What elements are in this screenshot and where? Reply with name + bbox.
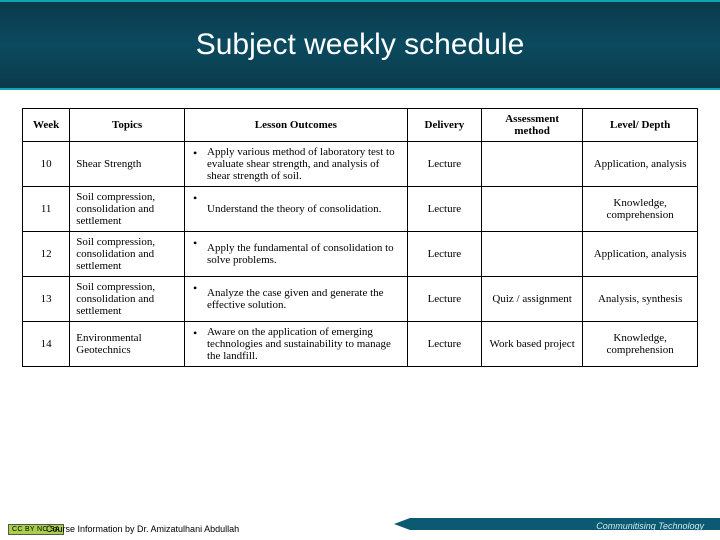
cell-topic: Shear Strength: [70, 142, 185, 187]
cell-outcome: Aware on the application of emerging tec…: [185, 322, 408, 367]
cell-outcome: Analyze the case given and generate the …: [185, 277, 408, 322]
col-outcomes: Lesson Outcomes: [185, 109, 408, 142]
cell-level: Knowledge, comprehension: [583, 187, 698, 232]
cell-assessment: Quiz / assignment: [482, 277, 583, 322]
table-row: 14 Environmental Geotechnics Aware on th…: [23, 322, 698, 367]
cell-level: Application, analysis: [583, 142, 698, 187]
col-level: Level/ Depth: [583, 109, 698, 142]
cell-topic: Soil compression, consolidation and sett…: [70, 232, 185, 277]
title-band: Subject weekly schedule: [0, 0, 720, 90]
cell-delivery: Lecture: [407, 322, 481, 367]
footer: Communitising Technology CC BY NC SA Cou…: [0, 506, 720, 540]
col-delivery: Delivery: [407, 109, 481, 142]
cell-level: Application, analysis: [583, 232, 698, 277]
cell-assessment: [482, 142, 583, 187]
cell-outcome: Apply various method of laboratory test …: [185, 142, 408, 187]
credit-text: Course Information by Dr. Amizatulhani A…: [46, 524, 239, 534]
cell-outcome: Understand the theory of consolidation.: [185, 187, 408, 232]
table-header-row: Week Topics Lesson Outcomes Delivery Ass…: [23, 109, 698, 142]
cell-delivery: Lecture: [407, 277, 481, 322]
cell-level: Knowledge, comprehension: [583, 322, 698, 367]
cell-level: Analysis, synthesis: [583, 277, 698, 322]
cell-delivery: Lecture: [407, 142, 481, 187]
table-row: 12 Soil compression, consolidation and s…: [23, 232, 698, 277]
cell-assessment: Work based project: [482, 322, 583, 367]
col-topics: Topics: [70, 109, 185, 142]
schedule-table-wrap: Week Topics Lesson Outcomes Delivery Ass…: [0, 90, 720, 367]
cell-week: 10: [23, 142, 70, 187]
cell-delivery: Lecture: [407, 187, 481, 232]
col-assessment: Assessment method: [482, 109, 583, 142]
cell-topic: Soil compression, consolidation and sett…: [70, 187, 185, 232]
footer-tagline: Communitising Technology: [596, 521, 704, 531]
cell-outcome: Apply the fundamental of consolidation t…: [185, 232, 408, 277]
cell-assessment: [482, 232, 583, 277]
table-row: 10 Shear Strength Apply various method o…: [23, 142, 698, 187]
cell-week: 13: [23, 277, 70, 322]
table-row: 13 Soil compression, consolidation and s…: [23, 277, 698, 322]
cell-topic: Environmental Geotechnics: [70, 322, 185, 367]
col-week: Week: [23, 109, 70, 142]
cell-week: 11: [23, 187, 70, 232]
schedule-table: Week Topics Lesson Outcomes Delivery Ass…: [22, 108, 698, 367]
cell-week: 12: [23, 232, 70, 277]
cell-assessment: [482, 187, 583, 232]
cell-topic: Soil compression, consolidation and sett…: [70, 277, 185, 322]
cell-week: 14: [23, 322, 70, 367]
cell-delivery: Lecture: [407, 232, 481, 277]
page-title: Subject weekly schedule: [196, 28, 525, 62]
table-row: 11 Soil compression, consolidation and s…: [23, 187, 698, 232]
